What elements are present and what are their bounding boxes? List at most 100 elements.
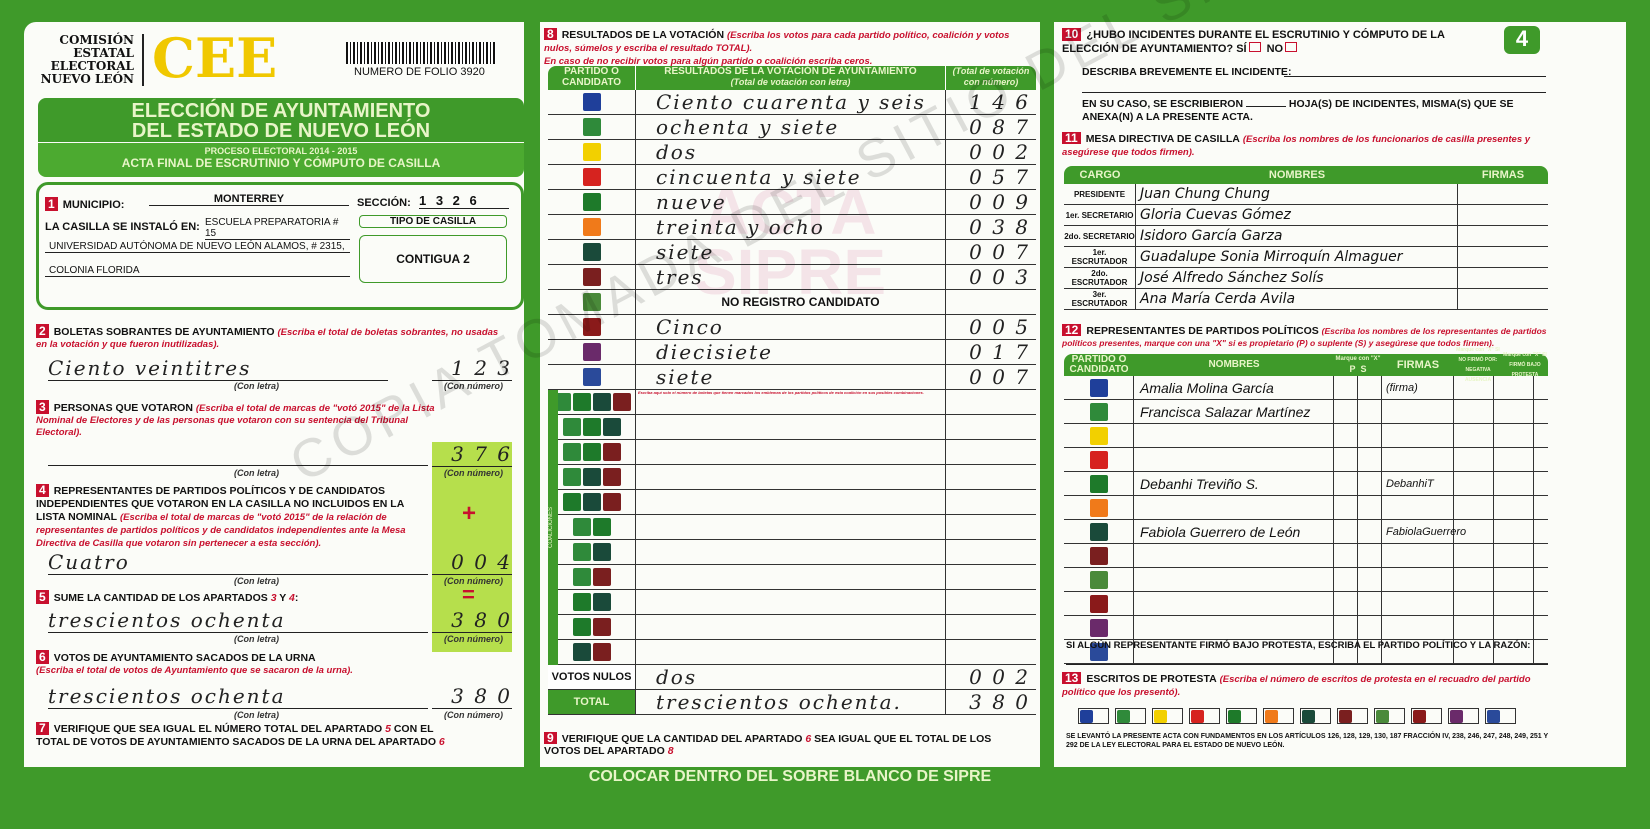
votes-letra[interactable]: NO REGISTRO CANDIDATO (636, 290, 946, 314)
protest-box[interactable] (1485, 708, 1516, 724)
bajo-protesta-checkbox[interactable] (1494, 640, 1534, 663)
coalition-votes-letra[interactable] (636, 615, 946, 639)
suma-numero[interactable]: 3 8 0 (432, 608, 512, 633)
coalition-votes-letra[interactable] (636, 540, 946, 564)
no-checkbox[interactable] (1285, 42, 1298, 52)
votes-numero[interactable]: 0 1 7 (969, 340, 1030, 364)
propietario-checkbox[interactable] (1334, 640, 1358, 663)
protest-count-input[interactable] (1131, 709, 1145, 723)
representante-name[interactable] (1134, 496, 1334, 519)
votes-numero[interactable]: 0 0 3 (969, 265, 1030, 289)
incident-input[interactable] (1284, 76, 1546, 77)
bajo-protesta-checkbox[interactable] (1494, 472, 1534, 495)
no-firmo-checkbox[interactable] (1454, 376, 1494, 399)
representante-name[interactable]: Francisca Salazar Martínez (1134, 400, 1334, 423)
suplente-checkbox[interactable] (1358, 376, 1382, 399)
protest-count-input[interactable] (1316, 709, 1330, 723)
protest-count-input[interactable] (1390, 709, 1404, 723)
bajo-protesta-checkbox[interactable] (1494, 496, 1534, 519)
representante-signature[interactable] (1382, 424, 1454, 447)
suplente-checkbox[interactable] (1358, 640, 1382, 663)
protest-box[interactable] (1411, 708, 1442, 724)
protest-box[interactable] (1263, 708, 1294, 724)
funcionario-name[interactable]: José Alfredo Sánchez Solís (1136, 268, 1458, 288)
incident-input-2[interactable] (1082, 92, 1546, 93)
representante-name[interactable]: Amalia Molina García (1134, 376, 1334, 399)
lugar-line-2[interactable]: UNIVERSIDAD AUTÓNOMA DE NUEVO LEÓN ALAMO… (45, 241, 350, 253)
lugar-line-3[interactable]: COLONIA FLORIDA (45, 265, 350, 277)
funcionario-name[interactable]: Gloria Cuevas Gómez (1136, 205, 1458, 225)
funcionario-name[interactable]: Isidoro García Garza (1136, 226, 1458, 246)
boletas-sobrantes-numero[interactable]: 1 2 3 (432, 356, 512, 381)
funcionario-name[interactable]: Juan Chung Chung (1136, 184, 1458, 204)
propietario-checkbox[interactable] (1334, 424, 1358, 447)
votes-numero[interactable]: 1 4 6 (969, 90, 1030, 114)
propietario-checkbox[interactable] (1334, 376, 1358, 399)
propietario-checkbox[interactable] (1334, 496, 1358, 519)
protest-count-input[interactable] (1427, 709, 1441, 723)
no-firmo-checkbox[interactable] (1454, 472, 1494, 495)
representante-name[interactable] (1134, 640, 1334, 663)
seccion-value[interactable]: 1 3 2 6 (419, 193, 509, 209)
protest-box[interactable] (1300, 708, 1331, 724)
personas-votaron-numero[interactable]: 3 7 6 (432, 442, 512, 467)
suplente-checkbox[interactable] (1358, 496, 1382, 519)
suplente-checkbox[interactable] (1358, 472, 1382, 495)
coalition-votes-letra[interactable] (636, 565, 946, 589)
representante-name[interactable] (1134, 616, 1334, 639)
suplente-checkbox[interactable] (1358, 520, 1382, 543)
representante-signature[interactable]: DebanhiT (1382, 472, 1454, 495)
suplente-checkbox[interactable] (1358, 448, 1382, 471)
votes-letra[interactable]: treinta y ocho (636, 215, 946, 239)
funcionario-name[interactable]: Guadalupe Sonia Mirroquín Almaguer (1136, 247, 1458, 267)
representante-name[interactable]: Debanhi Treviño S. (1134, 472, 1334, 495)
protest-box[interactable] (1448, 708, 1479, 724)
no-firmo-checkbox[interactable] (1454, 640, 1494, 663)
propietario-checkbox[interactable] (1334, 448, 1358, 471)
urna-letra[interactable]: trescientos ochenta (48, 684, 428, 709)
propietario-checkbox[interactable] (1334, 520, 1358, 543)
protest-box[interactable] (1078, 708, 1109, 724)
votes-letra[interactable]: siete (636, 240, 946, 264)
votes-letra[interactable]: nueve (636, 190, 946, 214)
votes-numero[interactable]: 0 3 8 (969, 215, 1030, 239)
bajo-protesta-checkbox[interactable] (1494, 544, 1534, 567)
suplente-checkbox[interactable] (1358, 616, 1382, 639)
bajo-protesta-checkbox[interactable] (1494, 568, 1534, 591)
votes-numero[interactable]: 0 8 7 (969, 115, 1030, 139)
protest-count-input[interactable] (1168, 709, 1182, 723)
representante-name[interactable]: Fabiola Guerrero de León (1134, 520, 1334, 543)
suplente-checkbox[interactable] (1358, 400, 1382, 423)
coalition-votes-letra[interactable] (636, 465, 946, 489)
tipo-casilla-value[interactable]: CONTIGUA 2 (359, 235, 507, 283)
coalition-votes-letra[interactable] (636, 440, 946, 464)
no-firmo-checkbox[interactable] (1454, 568, 1494, 591)
bajo-protesta-checkbox[interactable] (1494, 520, 1534, 543)
protesta-input[interactable] (1066, 664, 1548, 665)
representantes-letra[interactable]: Cuatro (48, 550, 428, 575)
no-firmo-checkbox[interactable] (1454, 496, 1494, 519)
representante-name[interactable] (1134, 544, 1334, 567)
representante-name[interactable] (1134, 424, 1334, 447)
representante-signature[interactable]: FabiolaGuerrero (1382, 520, 1466, 543)
representante-signature[interactable] (1382, 496, 1454, 519)
votes-letra[interactable]: Ciento cuarenta y seis (636, 90, 946, 114)
suplente-checkbox[interactable] (1358, 544, 1382, 567)
representantes-numero[interactable]: 0 0 4 (432, 550, 512, 575)
votes-numero[interactable]: 0 0 7 (969, 240, 1030, 264)
no-firmo-checkbox[interactable] (1454, 544, 1494, 567)
representante-signature[interactable] (1382, 568, 1454, 591)
coalition-votes-letra[interactable] (636, 490, 946, 514)
coalition-votes-letra[interactable] (636, 640, 946, 664)
votes-numero[interactable]: 0 0 2 (969, 140, 1030, 164)
protest-box[interactable] (1226, 708, 1257, 724)
no-firmo-checkbox[interactable] (1454, 424, 1494, 447)
protest-box[interactable] (1374, 708, 1405, 724)
total-numero[interactable]: 3 8 0 (969, 690, 1030, 714)
no-firmo-checkbox[interactable] (1454, 520, 1494, 543)
bajo-protesta-checkbox[interactable] (1494, 592, 1534, 615)
protest-box[interactable] (1115, 708, 1146, 724)
protest-count-input[interactable] (1279, 709, 1293, 723)
nulos-letra[interactable]: dos (636, 665, 946, 689)
protest-count-input[interactable] (1353, 709, 1367, 723)
